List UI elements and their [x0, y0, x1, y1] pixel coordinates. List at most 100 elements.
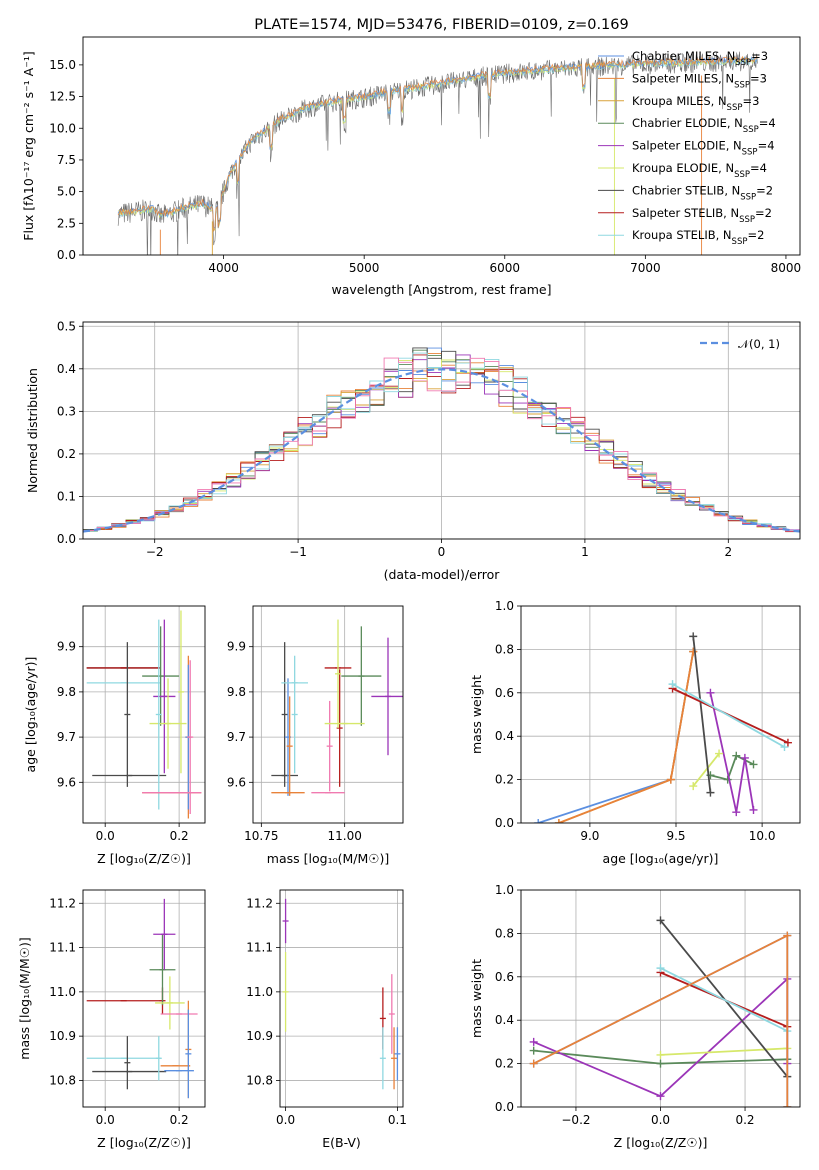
residual-histogram-step: [83, 357, 800, 534]
x-tick-label: −0.2: [561, 1113, 590, 1127]
y-tick-label: 9.7: [227, 730, 246, 744]
legend-label: Chabrier ELODIE, NSSP=4: [632, 116, 776, 135]
mass-weight-marker: [732, 751, 741, 760]
y-tick-label: 10.9: [246, 1029, 273, 1043]
subscript: SSP: [734, 80, 750, 90]
legend-value: =4: [750, 161, 767, 175]
y-tick-label: 10.9: [49, 1029, 76, 1043]
y-tick-label: 0.4: [495, 729, 514, 743]
y-tick-label: 11.0: [246, 985, 273, 999]
mass-weight-marker: [783, 931, 792, 940]
plot-area: [521, 890, 800, 1107]
y-tick-label: 12.5: [49, 90, 76, 104]
x-axis-label: (data-model)/error: [384, 567, 501, 582]
mass_vs_Z-axes: 0.0 0.2 10.8 10.9 11.0 11.1 11.2 Z [log₁₀(Z/Z☉)…: [17, 889, 206, 1150]
y-tick-label: 0.2: [495, 1057, 514, 1071]
x-tick-label: 4000: [208, 261, 239, 275]
age_vs_Z-axes: 0.0 0.2 9.6 9.7 9.8 9.9 Z [log₁₀(Z/Z☉)] age [lo…: [23, 605, 206, 866]
mass-weight-marker: [656, 1092, 665, 1101]
y-tick-label: 0.4: [57, 362, 76, 376]
mass-weight-marker: [706, 788, 715, 797]
spectrum-axes: 4000 5000 6000 7000 8000 0.0 2.5 5.0 7.5 10.0 12.5…: [21, 17, 801, 297]
y-tick-label: 9.6: [57, 775, 76, 789]
x-tick-label: 0.2: [170, 1113, 189, 1127]
axes-frame: [82, 321, 801, 540]
y-tick-label: 11.2: [246, 896, 273, 910]
legend-value: =2: [756, 183, 773, 197]
weight_vs_Z-axes: −0.2 0.0 0.2 0.0 0.2 0.4 0.6 0.8 1.0 Z [log₁₀(Z/Z…: [469, 883, 801, 1150]
mass-weight-marker: [529, 1046, 538, 1055]
y-tick-label: 0.3: [57, 404, 76, 418]
plot-area: [253, 606, 403, 823]
weight_vs_age-axes: 9.0 9.5 10.0 0.0 0.2 0.4 0.6 0.8 1.0 age [log₁₀(a…: [469, 599, 801, 866]
x-tick-label: 9.0: [580, 829, 599, 843]
mass-weight-marker: [749, 805, 758, 814]
x-tick-label: 11.00: [327, 829, 361, 843]
legend-value: =2: [747, 228, 764, 242]
mass-weight-marker: [529, 1037, 538, 1046]
plot-area: [83, 890, 205, 1107]
y-axis-label: mass weight: [469, 675, 484, 754]
y-tick-label: 0.0: [495, 816, 514, 830]
mass-weight-marker: [723, 775, 732, 784]
x-axis-label: Z [log₁₀(Z/Z☉)]: [614, 1135, 708, 1150]
x-tick-label: 5000: [349, 261, 380, 275]
mass-weight-marker: [749, 760, 758, 769]
legend-label: Kroupa STELIB, NSSP=2: [632, 228, 764, 247]
y-tick-label: 0.5: [57, 319, 76, 333]
mass-weight-marker: [668, 680, 677, 689]
legend-value: =4: [758, 139, 775, 153]
x-tick-label: 0.0: [276, 1113, 295, 1127]
mass-weight-line: [709, 692, 755, 813]
mass-weight-marker: [656, 1059, 665, 1068]
y-tick-label: 7.5: [57, 153, 76, 167]
legend-value: =2: [755, 206, 772, 220]
y-axis-label: mass [log₁₀(M/M☉)]: [17, 937, 32, 1059]
x-tick-label: 0.2: [735, 1113, 754, 1127]
mass-weight-marker: [689, 632, 698, 641]
mass-weight-marker: [780, 743, 789, 752]
model-spectrum-line: [117, 55, 758, 233]
plot-area: [83, 322, 800, 539]
y-tick-label: 0.2: [57, 447, 76, 461]
mass-weight-marker: [732, 808, 741, 817]
y-tick-label: 9.9: [57, 640, 76, 654]
x-tick-label: 0.0: [651, 1113, 670, 1127]
x-tick-label: 0: [438, 545, 446, 559]
legend-label: Salpeter ELODIE, NSSP=4: [632, 139, 775, 158]
y-tick-label: 0.6: [495, 970, 514, 984]
x-tick-label: 2: [724, 545, 732, 559]
y-tick-label: 0.4: [495, 1013, 514, 1027]
x-tick-label: 1: [581, 545, 589, 559]
mass-weight-marker: [534, 819, 543, 823]
y-tick-label: 11.0: [49, 985, 76, 999]
x-axis-label: wavelength [Angstrom, rest frame]: [331, 282, 551, 297]
y-tick-label: 1.0: [495, 883, 514, 897]
x-axis-label: E(B-V): [322, 1135, 361, 1150]
y-tick-label: 2.5: [57, 216, 76, 230]
x-tick-label: 6000: [489, 261, 520, 275]
x-axis-label: Z [log₁₀(Z/Z☉)]: [97, 1135, 191, 1150]
y-axis-label: age [log₁₀(age/yr)]: [23, 657, 38, 773]
y-tick-label: 0.0: [57, 248, 76, 262]
y-tick-label: 0.8: [495, 642, 514, 656]
axes-frame: [520, 605, 801, 824]
legend-label: Chabrier STELIB, NSSP=2: [632, 183, 773, 202]
plot-area: [117, 51, 758, 255]
legend-value: =4: [759, 116, 776, 130]
mass-weight-line: [692, 636, 712, 793]
residuals-axes: −2 −1 0 1 2 0.0 0.1 0.2 0.3 0.4 0.5 (data-model)/er…: [25, 319, 801, 582]
mass-weight-marker: [689, 647, 698, 656]
y-tick-label: 5.0: [57, 185, 76, 199]
y-tick-label: 0.0: [57, 532, 76, 546]
mass-weight-marker: [715, 749, 724, 758]
subscript: SSP: [742, 148, 758, 158]
residual-histogram-panel: −2 −1 0 1 2 0.0 0.1 0.2 0.3 0.4 0.5 (data-model)/er…: [25, 319, 801, 582]
legend-label: Kroupa ELODIE, NSSP=4: [632, 161, 767, 180]
normal-distribution-curve: [83, 368, 800, 533]
y-tick-label: 10.8: [49, 1073, 76, 1087]
plot-area: [280, 890, 403, 1107]
x-tick-label: 0.2: [170, 829, 189, 843]
axes-frame: [279, 889, 404, 1108]
